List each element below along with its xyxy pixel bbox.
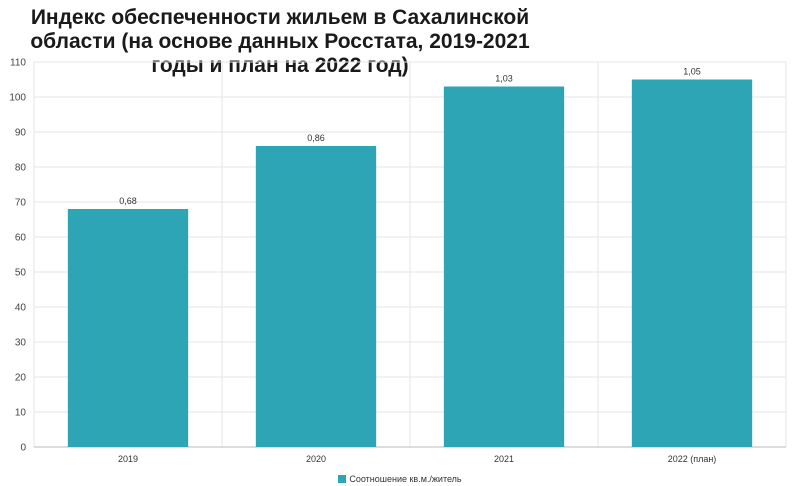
y-tick-label: 40 — [15, 303, 27, 314]
bar — [443, 86, 565, 447]
chart-title-line: области (на основе данных Росстата, 2019… — [30, 30, 530, 53]
chart-title-line: Индекс обеспеченности жильем в Сахалинск… — [30, 6, 530, 29]
bar-data-label: 1,05 — [683, 67, 701, 77]
y-tick-label: 110 — [10, 58, 26, 69]
y-tick-label: 60 — [15, 233, 27, 244]
y-tick-label: 0 — [20, 443, 26, 454]
y-tick-label: 70 — [15, 198, 27, 209]
bar — [631, 79, 753, 447]
y-tick-label: 30 — [15, 338, 27, 349]
x-tick-label: 2022 (план) — [668, 454, 717, 464]
label-layer: 0,68 0,86 1,03 1,05 — [119, 67, 701, 207]
bar-data-label: 0,86 — [307, 133, 325, 143]
bar — [67, 209, 189, 447]
y-tick-label: 100 — [9, 93, 26, 104]
chart-title-line: годы и план на 2022 год) — [151, 54, 409, 77]
x-tick-label: 2021 — [494, 454, 514, 464]
bar — [255, 146, 377, 447]
chart-legend: Соотношение кв.м./житель — [0, 474, 800, 484]
y-tick-label: 50 — [15, 268, 27, 279]
y-tick-label: 90 — [15, 128, 27, 139]
legend-swatch — [338, 475, 347, 483]
y-tick-label: 20 — [15, 373, 27, 384]
bar-layer — [67, 79, 753, 447]
bar-data-label: 0,68 — [119, 196, 137, 206]
legend-label: Соотношение кв.м./житель — [349, 474, 462, 484]
y-tick-label: 80 — [15, 163, 27, 174]
chart-title: Индекс обеспеченности жильем в Сахалинск… — [0, 6, 560, 78]
bar-data-label: 1,03 — [495, 74, 513, 84]
y-tick-label: 10 — [15, 408, 27, 419]
x-tick-label: 2019 — [118, 454, 138, 464]
x-tick-label: 2020 — [306, 454, 326, 464]
